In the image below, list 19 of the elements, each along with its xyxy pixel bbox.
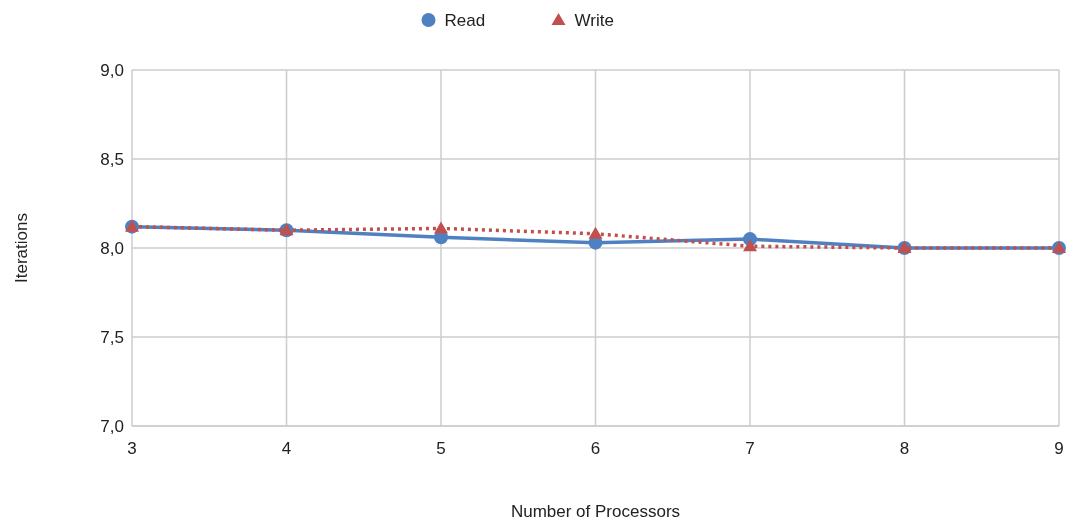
- legend-label: Read: [444, 10, 486, 30]
- x-tick-label: 4: [281, 439, 292, 458]
- x-tick-label: 7: [745, 439, 755, 458]
- y-tick-label: 8,0: [100, 238, 124, 258]
- x-axis-title: Number of Processors: [510, 502, 681, 521]
- y-tick-label: 7,5: [100, 327, 124, 347]
- x-tick-label: 9: [1054, 439, 1064, 458]
- legend-label: Write: [574, 10, 614, 30]
- x-tick-label: 5: [436, 439, 446, 458]
- point: [588, 226, 603, 239]
- y-axis-title: Iterations: [12, 213, 31, 283]
- y-tick-label: 7,0: [100, 416, 124, 436]
- point: [743, 239, 757, 252]
- y-tick-label: 9,0: [100, 60, 124, 80]
- x-tick-label: 8: [899, 439, 910, 458]
- x-tick-label: 3: [127, 439, 137, 458]
- y-tick-label: 8,5: [100, 149, 124, 169]
- point: [434, 221, 448, 234]
- x-tick-label: 6: [590, 439, 601, 458]
